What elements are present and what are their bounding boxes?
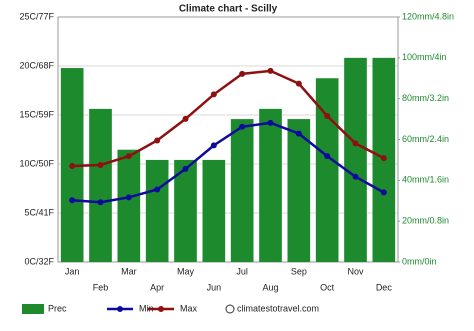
point bbox=[97, 161, 104, 168]
legend-dot bbox=[117, 306, 123, 312]
point bbox=[267, 67, 274, 74]
bar bbox=[315, 78, 339, 262]
y2-tick-label: 120mm/4.8in bbox=[402, 11, 454, 21]
x-tick-label: Mar bbox=[121, 266, 137, 276]
point bbox=[239, 123, 246, 130]
point bbox=[97, 199, 104, 206]
watermark-icon bbox=[225, 304, 235, 314]
line bbox=[72, 121, 385, 204]
y2-tick-label: 40mm/1.6in bbox=[402, 175, 449, 185]
point bbox=[324, 153, 331, 160]
y2-tick-label: 100mm/4in bbox=[402, 52, 447, 62]
point bbox=[154, 186, 161, 193]
x-tick-label: Jun bbox=[207, 282, 222, 292]
y-tick-label: 15C/59F bbox=[19, 109, 54, 119]
bar bbox=[259, 108, 282, 262]
plot-frame bbox=[57, 16, 399, 263]
point bbox=[352, 173, 359, 180]
point bbox=[295, 130, 302, 137]
y2-tick-label: 80mm/3.2in bbox=[402, 93, 449, 103]
bar bbox=[287, 119, 311, 262]
chart-title: Climate chart - Scilly bbox=[179, 4, 278, 15]
point bbox=[125, 153, 132, 160]
point bbox=[295, 80, 302, 87]
y2-tick-label: 60mm/2.4in bbox=[402, 134, 449, 144]
x-tick-label: Feb bbox=[93, 282, 109, 292]
bar bbox=[145, 159, 169, 262]
bar bbox=[202, 159, 226, 262]
legend-swatch bbox=[22, 304, 44, 314]
legend-label: Max bbox=[180, 303, 198, 313]
x-tick-label: Sep bbox=[291, 266, 307, 276]
y2-tick-label: 20mm/0.8in bbox=[402, 216, 449, 226]
y-tick-label: 25C/77F bbox=[19, 11, 54, 21]
x-tick-label: Nov bbox=[347, 266, 364, 276]
point bbox=[182, 165, 189, 172]
point bbox=[352, 140, 359, 147]
bar bbox=[230, 119, 254, 262]
bar bbox=[344, 57, 367, 263]
point bbox=[125, 194, 132, 201]
point bbox=[239, 70, 246, 77]
x-tick-label: Aug bbox=[262, 282, 278, 292]
x-tick-label: Jan bbox=[65, 266, 80, 276]
y-tick-label: 10C/50F bbox=[19, 158, 54, 168]
y-tick-label: 0C/32F bbox=[24, 256, 54, 266]
point bbox=[324, 112, 331, 119]
line bbox=[72, 69, 385, 168]
x-tick-label: May bbox=[177, 266, 195, 276]
point bbox=[380, 189, 387, 196]
point bbox=[267, 119, 274, 126]
point bbox=[69, 162, 76, 169]
point bbox=[182, 115, 189, 122]
legend-label: Min bbox=[139, 303, 154, 313]
legend-label: Prec bbox=[48, 303, 67, 313]
bar bbox=[174, 159, 197, 262]
watermark: climatestotravel.com bbox=[237, 303, 319, 313]
x-tick-label: Apr bbox=[150, 282, 164, 292]
point bbox=[154, 137, 161, 144]
point bbox=[69, 197, 76, 204]
point bbox=[210, 142, 217, 149]
x-tick-label: Jul bbox=[236, 266, 248, 276]
point bbox=[210, 91, 217, 98]
legend-dot bbox=[158, 306, 164, 312]
y2-tick-label: 0mm/0in bbox=[402, 256, 437, 266]
x-tick-label: Oct bbox=[320, 282, 335, 292]
x-tick-label: Dec bbox=[376, 282, 393, 292]
y-tick-label: 5C/41F bbox=[24, 207, 54, 217]
point bbox=[380, 155, 387, 162]
y-tick-label: 20C/68F bbox=[19, 60, 54, 70]
bar bbox=[89, 108, 112, 262]
bar bbox=[117, 149, 141, 262]
